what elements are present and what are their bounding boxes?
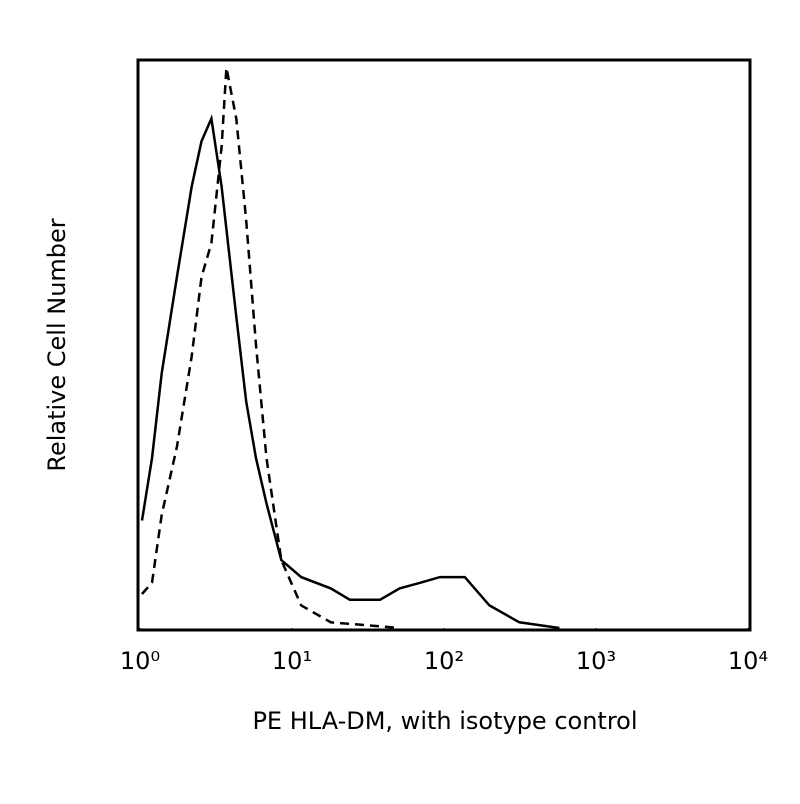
x-tick-label: 10⁰ [120, 647, 160, 675]
plot-frame [136, 58, 752, 632]
x-tick-label: 10³ [576, 647, 616, 675]
histogram-line [140, 114, 560, 630]
histogram-line [141, 67, 400, 630]
y-axis-label: Relative Cell Number [43, 218, 71, 471]
x-axis-label: PE HLA-DM, with isotype control [252, 707, 637, 735]
x-tick-label: 10⁴ [728, 647, 768, 675]
x-tick-label: 10¹ [272, 647, 312, 675]
x-tick-label: 10² [424, 647, 464, 675]
